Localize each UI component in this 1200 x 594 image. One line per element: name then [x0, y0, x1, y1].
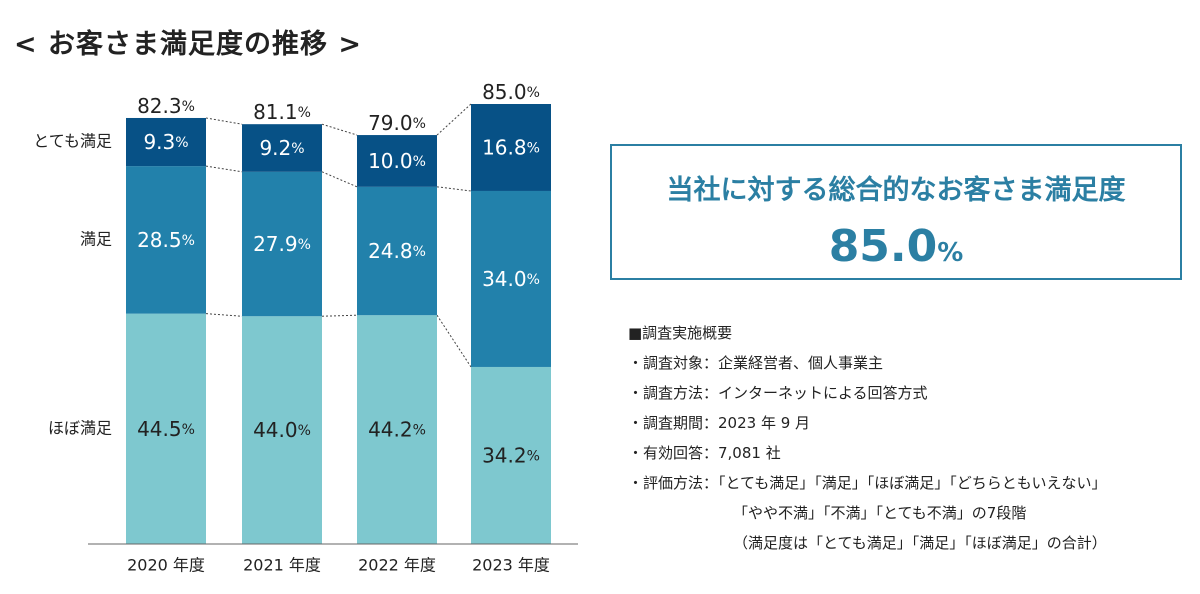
x-tick-label: 2023 年度 [472, 556, 550, 575]
segment-value-label: 10.0% [368, 148, 426, 172]
legend-row-labels: ほぼ満足 満足 とても満足 [33, 131, 112, 437]
bars [126, 104, 551, 544]
total-value-label: 79.0% [368, 111, 426, 135]
total-value-label: 85.0% [482, 80, 540, 104]
summary-value: 85.0% [612, 221, 1180, 272]
bar-segment [126, 117, 206, 167]
x-tick-label: 2020 年度 [127, 556, 205, 575]
x-tick-label: 2022 年度 [358, 556, 436, 575]
summary-number: 85.0 [828, 221, 938, 272]
bar-segment [126, 166, 206, 314]
segment-value-label: 44.2% [368, 417, 426, 441]
connector-line [321, 171, 358, 188]
connector-line [205, 313, 243, 317]
segment-value-label: 34.0% [482, 266, 540, 290]
connector-line [321, 314, 358, 317]
connector-line [436, 103, 472, 136]
bar-segment [471, 190, 551, 367]
notes-evaluation-note: （満足度は「とても満足」「満足」「ほぼ満足」の合計） [733, 534, 1107, 552]
segment-value-label: 27.9% [253, 232, 311, 256]
notes-evaluation: ・評価方法：「とても満足」「満足」「ほぼ満足」「どちらともいえない」 [628, 474, 1107, 492]
legend-label: とても満足 [33, 131, 112, 150]
segment-value-label: 44.0% [253, 418, 311, 442]
x-axis: 2020 年度 2021 年度 2022 年度 2023 年度 [88, 543, 578, 575]
bar-segment [471, 104, 551, 191]
x-tick-label: 2021 年度 [243, 556, 321, 575]
stacked-bar-chart: 44.5% 28.5% 9.3% 82.3% 44.0% 27.9% 9.2% 81.1% 44… [33, 80, 578, 575]
total-value-label: 82.3% [137, 93, 195, 117]
bar-segment [242, 316, 322, 544]
notes-heading: ■調査実施概要 [628, 324, 733, 342]
bar-segment [242, 171, 322, 317]
notes-period: ・調査期間：2023 年 9 月 [628, 414, 811, 432]
connector-lines [205, 103, 472, 368]
segment-value-label: 24.8% [368, 239, 426, 263]
summary-box: 当社に対する総合的なお客さま満足度 85.0% [610, 144, 1182, 280]
page-title: < お客さま満足度の推移 > [14, 29, 363, 60]
connector-line [205, 165, 243, 173]
connector-line [205, 117, 243, 125]
segment-value-label: 16.8% [482, 135, 540, 159]
survey-notes: ■調査実施概要 ・調査対象：企業経営者、個人事業主 ・調査方法：インターネットに… [628, 318, 1107, 558]
segment-value-label: 44.5% [137, 416, 195, 440]
legend-label: 満足 [80, 229, 112, 248]
segment-value-label: 28.5% [137, 227, 195, 251]
summary-title: 当社に対する総合的なお客さま満足度 [666, 175, 1126, 206]
total-value-label: 81.1% [253, 100, 311, 124]
notes-evaluation-cont: 「やや不満」「不満」「とても不満」の7段階 [733, 504, 1027, 522]
bar-segment [357, 186, 437, 316]
connector-line [436, 186, 472, 192]
segment-value-label: 9.2% [259, 136, 304, 160]
value-labels: 44.5% 28.5% 9.3% 82.3% 44.0% 27.9% 9.2% 81.1% 44… [137, 80, 540, 467]
connector-line [321, 123, 358, 136]
legend-label: ほぼ満足 [48, 418, 112, 437]
segment-value-label: 9.3% [143, 130, 188, 154]
bar-segment [242, 124, 322, 172]
bar-segment [471, 366, 551, 544]
notes-responses: ・有効回答：7,081 社 [628, 444, 781, 462]
connector-line [436, 314, 472, 368]
bar-segment [126, 313, 206, 544]
segment-value-label: 34.2% [482, 443, 540, 467]
notes-method: ・調査方法：インターネットによる回答方式 [628, 384, 928, 402]
notes-target: ・調査対象：企業経営者、個人事業主 [628, 354, 884, 372]
summary-unit: % [937, 238, 964, 268]
bar-segment [357, 135, 437, 187]
bar-segment [357, 315, 437, 544]
